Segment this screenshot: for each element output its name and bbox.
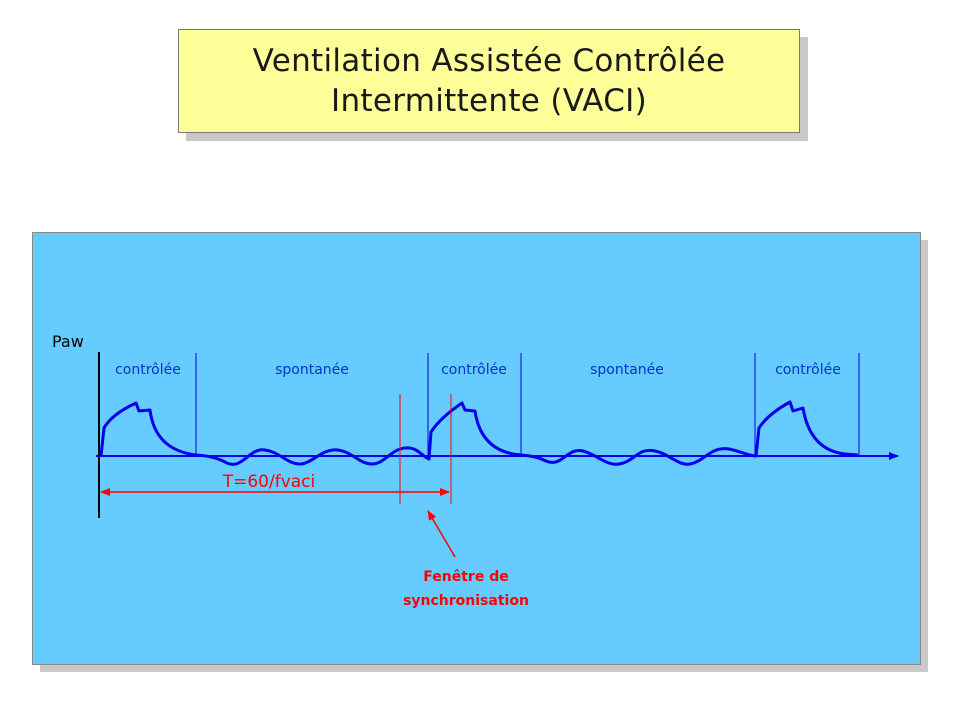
diagram-panel: [32, 232, 921, 665]
period-label: T=60/fvaci: [222, 472, 316, 492]
sync-window-label-line-1: Fenêtre de: [423, 569, 508, 585]
title-line-1: Ventilation Assistée Contrôlée: [252, 43, 726, 79]
sync-window-label-line-2: synchronisation: [403, 593, 529, 609]
phase-label-spontaneous: spontanée: [275, 362, 349, 378]
phase-label-controlled: contrôlée: [441, 362, 507, 378]
title-box: Ventilation Assistée Contrôlée Intermitt…: [178, 29, 800, 133]
phase-label-controlled: contrôlée: [775, 362, 841, 378]
phase-label-spontaneous: spontanée: [590, 362, 664, 378]
sync-window-pointer-arrow: [427, 510, 456, 558]
title-line-2: Intermittente (VACI): [331, 83, 647, 119]
phase-label-controlled: contrôlée: [115, 362, 181, 378]
pressure-waveform: [99, 400, 859, 466]
y-axis-label: Paw: [52, 332, 84, 351]
